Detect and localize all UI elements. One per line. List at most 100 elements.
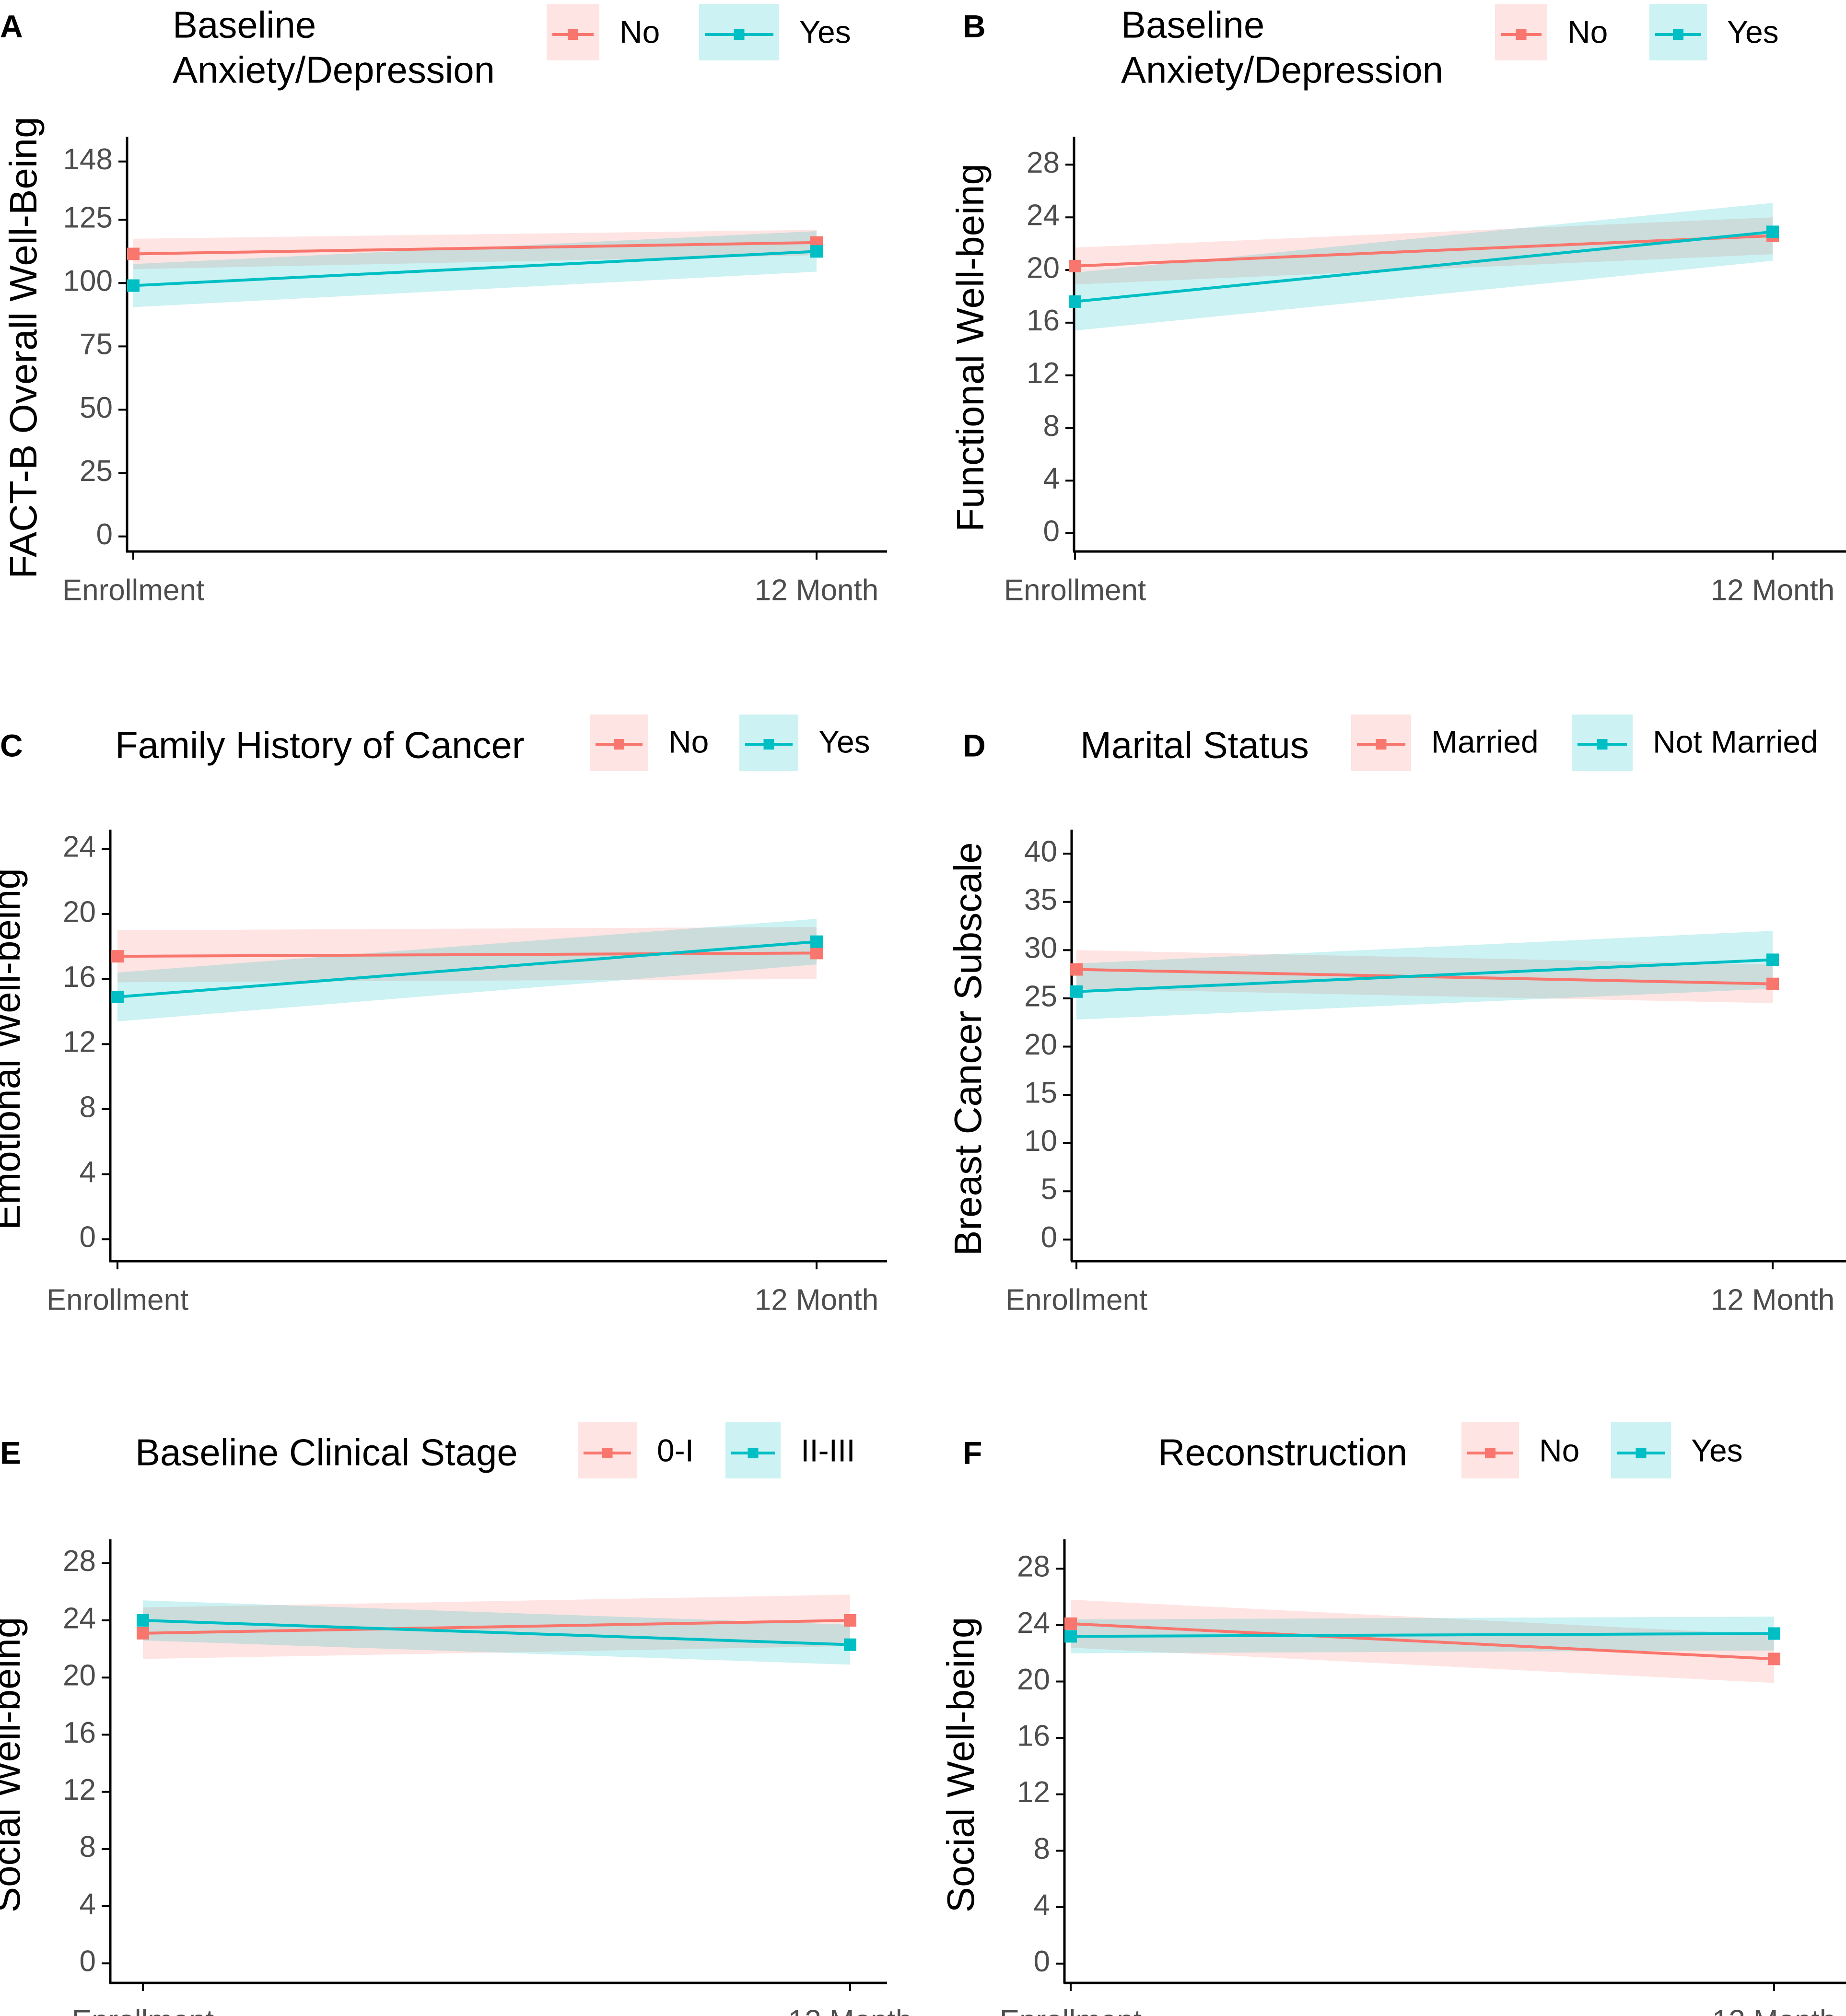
x-tick-label: Enrollment — [47, 1283, 188, 1316]
y-tick-label: 4 — [80, 1156, 96, 1189]
y-tick-label: 0 — [80, 1221, 96, 1254]
legend-entry-no: No — [1461, 1422, 1579, 1478]
panel-d: D Marital Status Married Not Married Breast … — [946, 715, 1846, 1316]
legend-title: Reconstruction — [1158, 1431, 1407, 1474]
legend-title: Baseline Clinical Stage — [135, 1431, 518, 1474]
legend-title-line-2: Anxiety/Depression — [1121, 49, 1443, 91]
legend-label: No — [619, 14, 660, 49]
legend-entry-no: No — [590, 715, 709, 771]
series-line-no — [133, 241, 817, 256]
legend-label: Yes — [818, 724, 870, 759]
series-line-no — [1075, 234, 1773, 268]
y-tick-label: 16 — [63, 1716, 96, 1749]
x-tick-label: Enrollment — [1000, 2004, 1142, 2016]
legend-label: Yes — [1691, 1432, 1743, 1468]
series-line-no — [117, 951, 817, 958]
legend-key-marker — [1376, 739, 1387, 750]
x-tick-label: 12 Month — [1711, 574, 1835, 607]
y-tick-label: 0 — [1041, 1221, 1057, 1254]
series-line-no — [1070, 1622, 1775, 1661]
y-tick-label: 24 — [63, 831, 96, 864]
legend-key-marker — [614, 739, 624, 750]
y-tick-label: 4 — [80, 1887, 96, 1921]
y-axis-label: Breast Cancer Subscale — [946, 842, 989, 1256]
data-point-yes — [111, 990, 124, 1003]
legend-key-marker — [568, 29, 578, 40]
data-point-not-married — [1766, 953, 1779, 966]
data-point-not-married — [1070, 985, 1083, 998]
data-point-ii-iii — [844, 1638, 856, 1651]
y-tick-label: 75 — [80, 328, 113, 361]
y-tick-label: 4 — [1034, 1888, 1050, 1922]
x-tick-label: 12 Month — [1711, 1283, 1835, 1316]
y-tick-label: 20 — [1017, 1663, 1050, 1696]
y-tick-label: 5 — [1041, 1173, 1057, 1206]
y-tick-label: 8 — [1043, 410, 1060, 443]
legend-label: Yes — [1727, 14, 1779, 49]
data-point-yes — [1064, 1630, 1077, 1643]
panel-f: F Reconstruction No Yes Social Well-being 0 4 8… — [939, 1422, 1846, 2016]
legend-entry-0-i: 0-I — [578, 1422, 694, 1478]
y-tick-label: 16 — [1027, 304, 1060, 337]
legend-key-marker — [763, 739, 774, 750]
panel-letter: A — [0, 8, 23, 44]
data-point-no — [1064, 1617, 1077, 1630]
legend-entry-married: Married — [1351, 715, 1539, 771]
data-point-yes — [127, 279, 140, 292]
y-tick-label: 20 — [1027, 251, 1060, 284]
y-axis-label: Functional Well-being — [949, 164, 992, 532]
y-tick-label: 4 — [1043, 462, 1060, 495]
y-tick-label: 125 — [63, 201, 113, 234]
y-tick-label: 24 — [1027, 199, 1060, 232]
y-tick-label: 12 — [63, 1773, 96, 1806]
legend-entry-yes: Yes — [1649, 4, 1779, 60]
legend-title-line-1: Baseline — [173, 4, 316, 46]
legend-entry-yes: Yes — [699, 4, 851, 60]
y-tick-label: 30 — [1024, 932, 1057, 965]
y-tick-label: 0 — [1043, 515, 1060, 548]
y-tick-label: 35 — [1024, 883, 1057, 916]
y-tick-label: 0 — [96, 518, 113, 551]
legend-title-line-1: Baseline — [1121, 4, 1264, 46]
data-point-no — [810, 947, 823, 960]
panel-letter: B — [963, 8, 986, 44]
data-point-no — [1069, 259, 1081, 272]
panel-e: E Baseline Clinical Stage 0-I II-III Social … — [0, 1422, 912, 2016]
data-point-yes — [1768, 1627, 1780, 1640]
y-tick-label: 20 — [63, 895, 96, 928]
y-tick-label: 8 — [1034, 1832, 1050, 1865]
series-line-yes — [117, 940, 817, 998]
legend-label: Yes — [799, 14, 851, 49]
y-tick-label: 50 — [80, 391, 113, 424]
legend-entry-not-married: Not Married — [1572, 715, 1818, 771]
y-axis-label: Emotional Well-being — [0, 868, 28, 1230]
legend-key-marker — [1516, 29, 1527, 40]
legend-entry-no: No — [1495, 4, 1608, 60]
legend-label: No — [1539, 1432, 1579, 1468]
legend-label: Married — [1431, 724, 1539, 759]
y-tick-label: 16 — [1017, 1719, 1050, 1752]
legend-entry-yes: Yes — [1611, 1422, 1743, 1478]
legend-title: Family History of Cancer — [115, 724, 525, 766]
data-point-yes — [1069, 295, 1081, 308]
series-line-yes — [1070, 1632, 1775, 1638]
legend-label: II-III — [801, 1432, 855, 1468]
data-point-0-i — [844, 1614, 856, 1627]
series-line-0-i — [142, 1619, 851, 1635]
y-tick-label: 28 — [1017, 1550, 1050, 1583]
y-axis-label: Social Well-being — [0, 1617, 28, 1913]
data-point-ii-iii — [137, 1614, 149, 1627]
y-tick-label: 28 — [63, 1545, 96, 1578]
legend-label: 0-I — [657, 1432, 694, 1468]
legend-label: No — [1567, 14, 1608, 49]
panel-c: C Family History of Cancer No Yes Emotional … — [0, 715, 887, 1316]
series-line-not-married — [1076, 958, 1773, 993]
data-point-no — [1768, 1653, 1780, 1665]
y-axis-label: FACT-B Overall Well-Being — [2, 117, 45, 578]
data-point-married — [1766, 977, 1779, 990]
data-point-no — [111, 950, 124, 963]
legend-entry-no: No — [547, 4, 660, 60]
y-tick-label: 12 — [1017, 1776, 1050, 1809]
x-tick-label: Enrollment — [72, 2004, 214, 2016]
